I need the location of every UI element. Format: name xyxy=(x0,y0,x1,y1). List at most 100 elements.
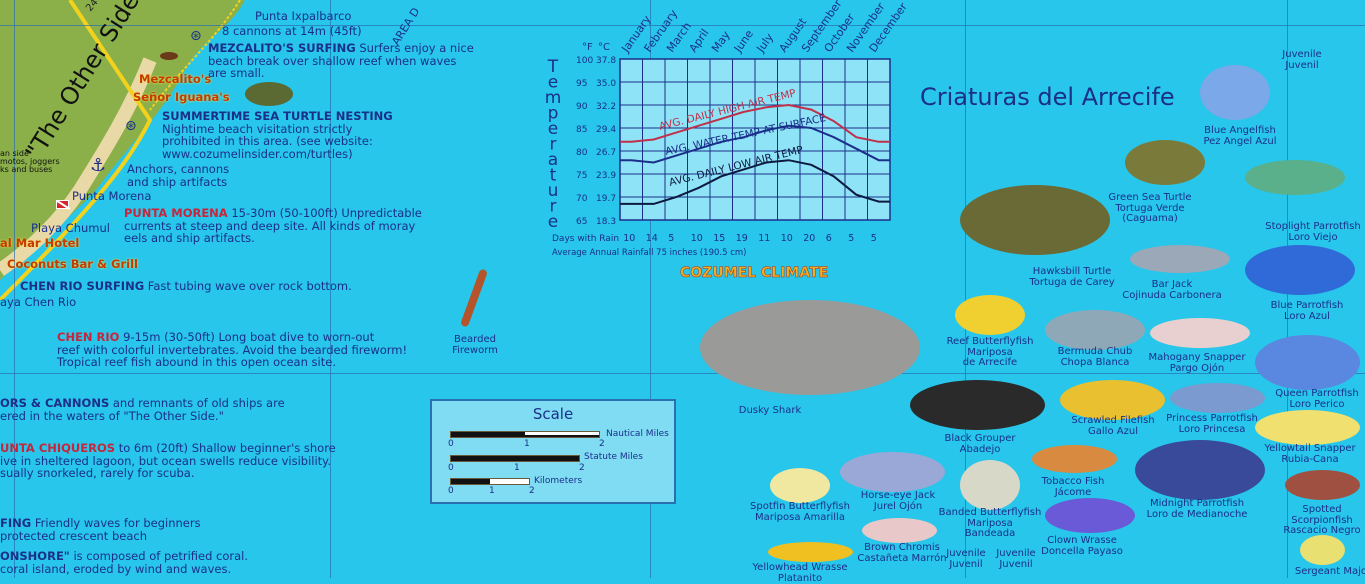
label-line: Black Grouper xyxy=(945,434,1016,445)
scale-tick: 1 xyxy=(524,439,530,449)
label-line: (Caguama) xyxy=(1108,214,1191,225)
y-tick-c: 23.9 xyxy=(596,171,616,181)
creatures-title: Criaturas del Arrecife xyxy=(920,83,1175,111)
label-line: Tortuga de Carey xyxy=(1029,278,1114,289)
site-text: ered in the waters of "The Other Side." xyxy=(0,409,224,423)
label-line: Juvenile xyxy=(996,549,1035,560)
creature-image xyxy=(1125,140,1205,185)
site-punta-morena: PUNTA MORENA 15-30m (50-100ft) Unpredict… xyxy=(124,207,422,245)
label-line: Pargo Ojón xyxy=(1149,364,1246,375)
cannon-icon: ⊛ xyxy=(190,28,202,44)
label-line: Juvenil xyxy=(996,560,1035,571)
label-line: Chopa Blanca xyxy=(1058,358,1133,369)
rain-days: 10 xyxy=(781,233,793,244)
rain-days: 5 xyxy=(668,233,674,244)
label-line: Juvenil xyxy=(946,560,985,571)
y-tick-f: 100 xyxy=(576,56,593,66)
y-tick-f: 95 xyxy=(576,79,587,89)
creature-image xyxy=(955,295,1025,335)
place-coconuts[interactable]: Coconuts Bar & Grill xyxy=(7,258,138,271)
scale-tick: 2 xyxy=(529,486,535,496)
label-line: Princess Parrotfish xyxy=(1166,414,1258,425)
fireworm-image xyxy=(460,268,488,327)
scale-bar-nautical xyxy=(450,431,600,438)
y-tick-c: 19.7 xyxy=(596,194,616,204)
creature-image xyxy=(1200,65,1270,120)
label-line: Tobacco Fish xyxy=(1042,477,1105,488)
site-text: www.cozumelinsider.com/turtles) xyxy=(162,147,353,161)
place-playa-chen-rio: aya Chen Rio xyxy=(0,296,76,309)
scale-tick: 1 xyxy=(514,463,520,473)
label-line: Bar Jack xyxy=(1122,280,1221,291)
site-chen-rio-surfing: CHEN RIO SURFING Fast tubing wave over r… xyxy=(20,280,352,293)
creature-image xyxy=(1285,470,1360,500)
label-line: Clown Wrasse xyxy=(1041,536,1123,547)
site-text: are small. xyxy=(208,66,265,80)
site-ixpalbarco-text: 8 cannons at 14m (45ft) xyxy=(222,25,362,38)
rain-days: 6 xyxy=(826,233,832,244)
creature-image xyxy=(770,468,830,503)
creature-image xyxy=(1170,383,1265,413)
label-line: Bearded xyxy=(452,335,498,346)
scale-bar-km xyxy=(450,478,530,485)
creature-image xyxy=(1150,318,1250,348)
site-onshore: ONSHORE" is composed of petrified coral.… xyxy=(0,550,248,575)
label-line: Banded Butterflyfish xyxy=(939,508,1042,519)
surfer-icon xyxy=(160,52,178,60)
rain-days: 10 xyxy=(691,233,703,244)
label-line: Hawksbill Turtle xyxy=(1029,267,1114,278)
site-text: eels and ship artifacts. xyxy=(124,231,255,245)
label-line: Sergeant Major xyxy=(1295,567,1365,578)
scale-label: Nautical Miles xyxy=(606,429,669,439)
label-line: Blue Angelfish xyxy=(1203,126,1276,137)
rain-days: 11 xyxy=(758,233,770,244)
scale-title: Scale xyxy=(432,405,674,423)
label-line: Scrawled Filefish xyxy=(1071,416,1154,427)
site-mezcalito: MEZCALITO'S SURFING Surfers enjoy a nice… xyxy=(208,42,474,80)
scale-label: Kilometers xyxy=(534,476,582,486)
rain-days: 15 xyxy=(713,233,725,244)
site-text: Tropical reef fish abound in this open o… xyxy=(57,355,336,369)
label-line: Pez Angel Azul xyxy=(1203,137,1276,148)
creature-image xyxy=(1255,335,1360,390)
place-mar-hotel[interactable]: al Mar Hotel xyxy=(0,237,79,250)
y-tick-f: 70 xyxy=(576,194,588,204)
rain-days: 14 xyxy=(646,233,658,244)
rain-days: 19 xyxy=(736,233,748,244)
label-line: Jácome xyxy=(1042,488,1105,499)
y-tick-c: 26.7 xyxy=(596,148,616,158)
y-tick-c: 37.8 xyxy=(596,56,616,66)
label-line: Mahogany Snapper xyxy=(1149,353,1246,364)
label-line: Abadejo xyxy=(945,445,1016,456)
label-line: Castañeta Marrón xyxy=(857,554,946,565)
place-senor-iguanas[interactable]: Señor Iguana's xyxy=(133,91,230,104)
site-punta-chiqueros: UNTA CHIQUEROS to 6m (20ft) Shallow begi… xyxy=(0,442,336,480)
label-line: Loro de Medianoche xyxy=(1147,510,1248,521)
site-text: coral island, eroded by wind and waves. xyxy=(0,562,231,576)
place-playa-chumul: Playa Chumul xyxy=(31,222,110,235)
creature-image xyxy=(700,300,920,395)
place-mezcalitos[interactable]: Mezcalito's xyxy=(139,73,211,86)
label-line: Green Sea Turtle xyxy=(1108,193,1191,204)
site-text: sually snorkeled, rarely for scuba. xyxy=(0,466,194,480)
label-line: Spotted xyxy=(1283,505,1360,516)
site-chen-rio: CHEN RIO 9-15m (30-50ft) Long boat dive … xyxy=(57,331,407,369)
label-line: Loro Perico xyxy=(1275,400,1358,411)
label-line: Jurel Ojón xyxy=(861,502,936,513)
creature-image xyxy=(1255,410,1360,445)
